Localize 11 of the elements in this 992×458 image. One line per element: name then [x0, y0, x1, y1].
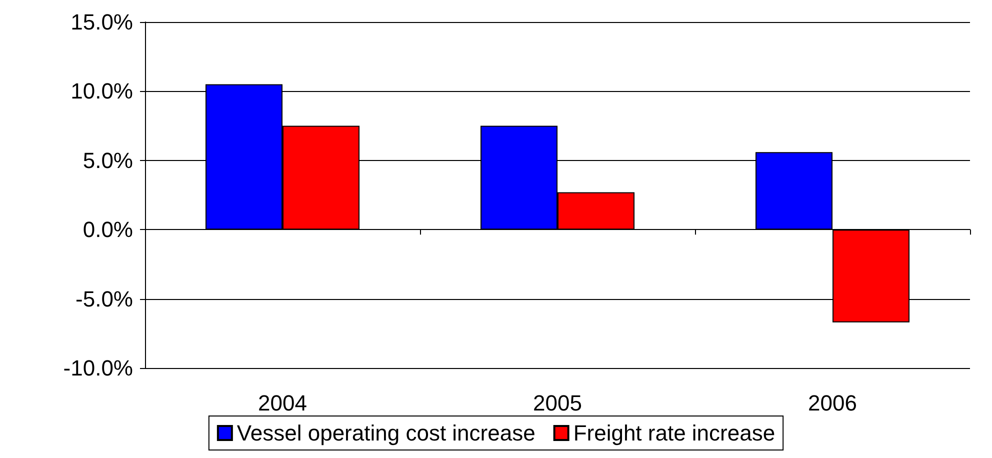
x-tick-label: 2004: [258, 390, 307, 416]
y-tick-label: 5.0%: [82, 148, 133, 173]
y-tick-label: 15.0%: [70, 10, 133, 34]
y-tick-label: -5.0%: [76, 286, 133, 312]
legend-label: Vessel operating cost increase: [236, 420, 536, 446]
y-tick-label: 0.0%: [82, 217, 133, 242]
y-tick-label: 10.0%: [70, 78, 133, 104]
x-tick-label: 2006: [808, 390, 857, 416]
legend-label: Freight rate increase: [573, 420, 776, 446]
x-tick-label: 2005: [533, 390, 582, 416]
y-tick-label: -10.0%: [63, 356, 133, 380]
